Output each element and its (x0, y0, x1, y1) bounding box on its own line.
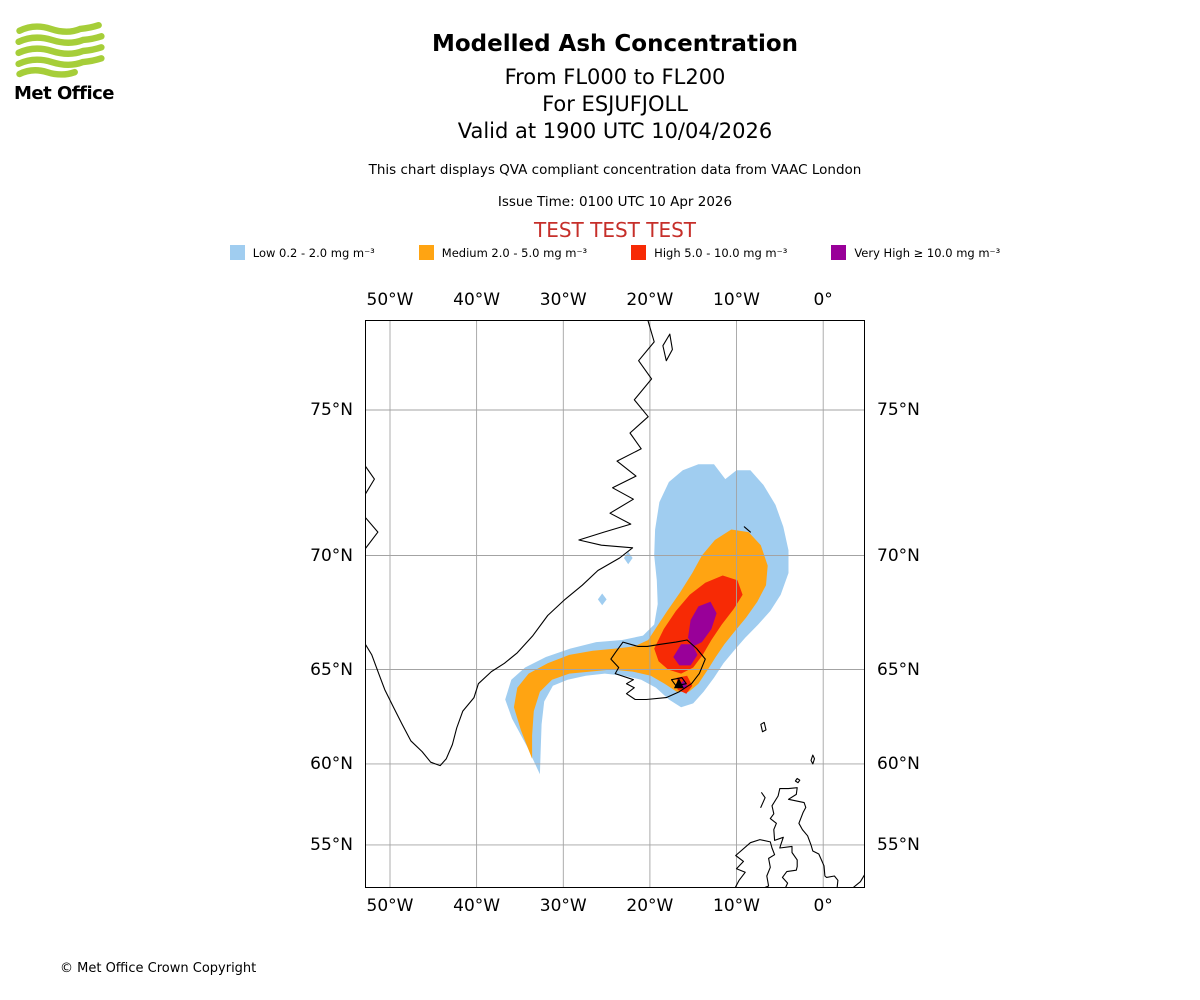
lat-tick-label-right: 65°N (877, 659, 920, 680)
test-banner: TEST TEST TEST (533, 218, 696, 242)
lon-tick-label-bottom: 10°W (713, 896, 760, 916)
coastline-iceland (610, 639, 706, 701)
coastline-jan-mayen (743, 526, 751, 533)
map-layers (365, 320, 865, 888)
lon-tick-label-bottom: 20°W (626, 896, 674, 916)
lon-tick-label-top: 30°W (539, 290, 587, 310)
legend-label-very_high: Very High ≥ 10.0 mg m⁻³ (854, 245, 1001, 260)
qva-compliance-note: This chart displays QVA compliant concen… (368, 162, 862, 178)
lat-tick-label-left: 70°N (310, 545, 353, 566)
lat-tick-label-right: 70°N (877, 545, 920, 566)
chart-title: Modelled Ash Concentration (431, 31, 799, 57)
legend-item-high: High 5.0 - 10.0 mg m⁻³ (631, 245, 787, 260)
met-office-logo-waves (15, 22, 105, 78)
coastline-greenland-west-1 (365, 516, 379, 550)
coastline-orkney (794, 777, 801, 784)
lon-tick-label-top: 50°W (366, 290, 414, 310)
lat-tick-label-left: 60°N (310, 753, 353, 774)
coastline-faroe-islands (760, 721, 767, 733)
volcano-marker (673, 678, 684, 689)
ash-plume-very_high (688, 601, 717, 647)
lat-tick-label-right: 75°N (877, 400, 920, 420)
met-office-logo-text: Met Office (14, 83, 115, 104)
coastline-vatnajokull-glacier (670, 677, 687, 687)
coastline-outer-hebrides (760, 792, 766, 808)
legend-item-very_high: Very High ≥ 10.0 mg m⁻³ (831, 245, 1000, 260)
copyright-text: © Met Office Crown Copyright (60, 961, 257, 976)
legend-label-low: Low 0.2 - 2.0 mg m⁻³ (252, 245, 375, 260)
volcano-name-line: For ESJUFJOLL (542, 92, 688, 116)
valid-time-line: Valid at 1900 UTC 10/04/2026 (457, 119, 773, 143)
lon-tick-label-bottom: 0° (813, 896, 833, 916)
lon-tick-label-bottom: 40°W (453, 896, 501, 916)
legend-swatch-low (229, 245, 245, 260)
lon-tick-label-top: 20°W (626, 290, 674, 310)
coastline-great-britain (769, 787, 839, 888)
coastline-greenland-east (365, 320, 655, 767)
lat-tick-label-left: 55°N (310, 834, 353, 855)
ash-plume-very_high (673, 644, 698, 666)
coastline-ne-greenland-island (662, 333, 673, 362)
map-svg (365, 320, 865, 888)
flight-level-line: From FL000 to FL200 (504, 65, 726, 89)
lat-tick-label-left: 65°N (310, 659, 353, 680)
legend-label-medium: Medium 2.0 - 5.0 mg m⁻³ (441, 245, 588, 260)
lon-tick-label-bottom: 30°W (539, 896, 587, 916)
lon-tick-label-top: 0° (813, 290, 833, 310)
lat-tick-label-right: 60°N (877, 753, 920, 774)
lon-tick-label-bottom: 50°W (366, 896, 414, 916)
met-office-logo: Met Office (14, 22, 124, 104)
legend-label-high: High 5.0 - 10.0 mg m⁻³ (654, 245, 788, 260)
legend: Low 0.2 - 2.0 mg m⁻³ Medium 2.0 - 5.0 mg … (30, 245, 1200, 260)
lat-tick-label-left: 75°N (310, 400, 353, 420)
coastline-ireland (734, 839, 776, 888)
title-block: Modelled Ash Concentration From FL000 to… (30, 30, 1200, 242)
legend-swatch-medium (418, 245, 434, 260)
ash-plume-low (505, 464, 789, 775)
lon-tick-label-top: 40°W (453, 290, 501, 310)
coastline-netherlands (851, 871, 865, 888)
issue-time: Issue Time: 0100 UTC 10 Apr 2026 (497, 194, 733, 210)
legend-item-low: Low 0.2 - 2.0 mg m⁻³ (229, 245, 375, 260)
map-area: 50°W 50°W 40°W 40°W 30°W 30°W 20°W 20°W 10°W 10°W… (310, 290, 920, 916)
map-border (365, 320, 865, 888)
lon-tick-label-top: 10°W (713, 290, 760, 310)
legend-item-medium: Medium 2.0 - 5.0 mg m⁻³ (418, 245, 588, 260)
ash-plume-low (658, 568, 682, 590)
legend-swatch-high (631, 245, 647, 260)
ash-plume-low (597, 593, 607, 606)
lat-tick-label-right: 55°N (877, 834, 920, 855)
ash-plume-low (623, 551, 633, 565)
coastline-shetland (810, 754, 816, 765)
coastline-greenland-west-2 (365, 464, 375, 496)
legend-swatch-very_high (831, 245, 847, 260)
